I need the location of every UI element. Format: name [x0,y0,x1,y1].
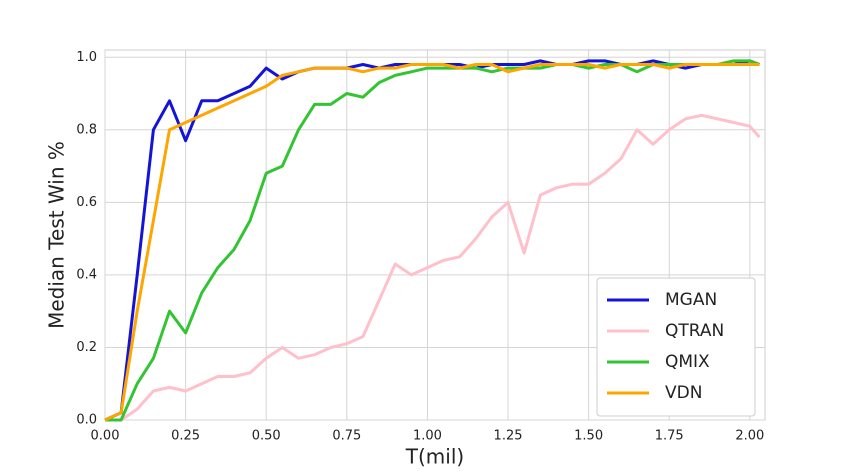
y-tick-label: 0.8 [76,122,97,137]
series-line [104,63,760,422]
legend-box [596,277,756,417]
y-tick-label: 0.4 [76,267,97,282]
legend-label: VDN [665,383,702,403]
x-tick-label: 1.00 [413,429,442,444]
x-tick-label: 0.00 [91,429,120,444]
y-tick-label: 0.6 [76,195,97,210]
x-tick-label: 1.50 [574,429,603,444]
x-tick-label: 2.00 [735,429,764,444]
x-tick-label: 0.50 [252,429,281,444]
y-axis-label: Median Test Win % [45,141,69,329]
x-tick-label: 1.25 [494,429,523,444]
x-tick-label: 0.75 [332,429,361,444]
x-tick-label: 0.25 [171,429,200,444]
legend-label: QMIX [665,352,710,372]
legend-label: MGAN [665,290,717,310]
legend-label: QTRAN [665,321,724,341]
y-tick-label: 0.0 [76,413,97,428]
y-tick-label: 0.2 [76,340,97,355]
x-tick-label: 1.75 [655,429,684,444]
series-line [105,113,761,422]
y-tick-label: 1.0 [76,50,97,65]
x-axis-label: T(mil) [405,445,464,469]
grid [104,50,765,421]
